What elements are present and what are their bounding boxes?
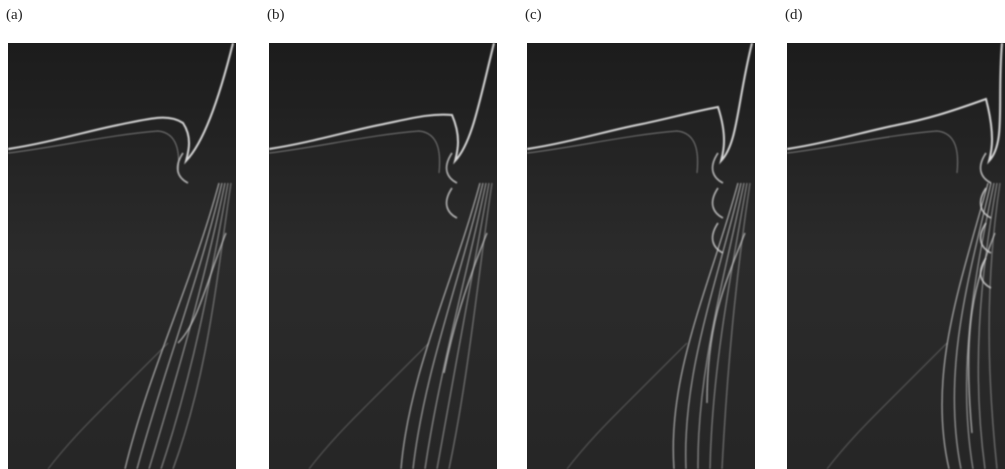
panel-label: (a)	[6, 7, 23, 23]
panel-image	[527, 43, 755, 469]
image-background	[269, 43, 497, 469]
panel-image	[8, 43, 236, 469]
panel-image	[787, 43, 1005, 469]
image-background	[527, 43, 755, 469]
panel-image	[269, 43, 497, 469]
panel-label: (d)	[785, 7, 803, 23]
page: (a)(b)(c)(d) (() => { const data = JSON.…	[0, 0, 1005, 469]
image-background	[787, 43, 1005, 469]
figure: (a) (b) (c) (d)	[0, 0, 1005, 469]
panel-label: (b)	[267, 7, 285, 23]
panel-label: (c)	[525, 7, 542, 23]
